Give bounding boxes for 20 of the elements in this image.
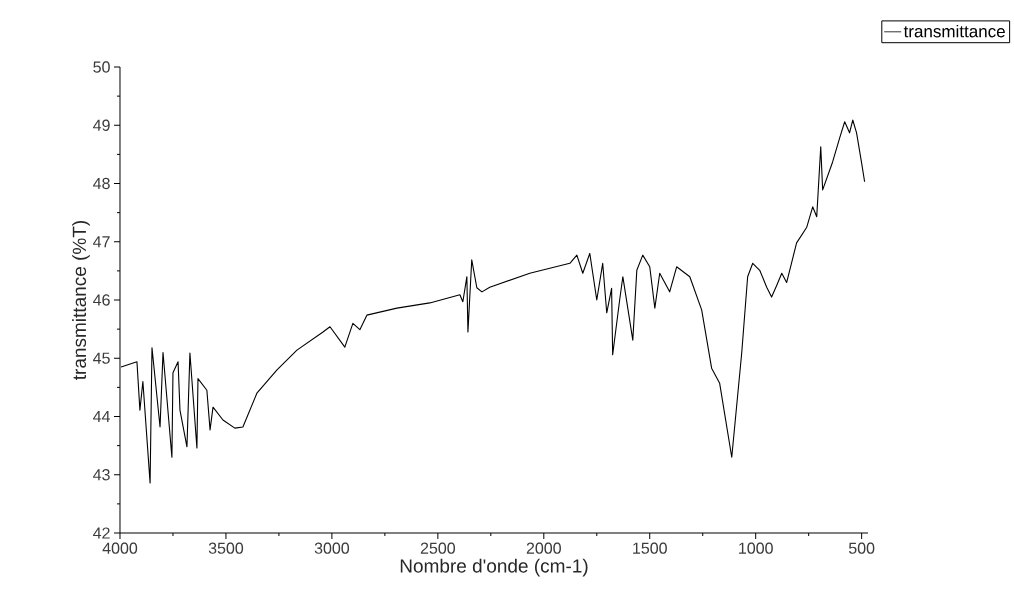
y-tick-label: 44 <box>93 410 111 422</box>
y-tick-label: 50 <box>93 61 110 73</box>
x-tick-label: 4000 <box>102 542 138 554</box>
x-tick-label: 500 <box>848 542 875 554</box>
x-tick-label: 2500 <box>420 542 456 554</box>
x-tick-label: 1000 <box>739 542 773 554</box>
y-tick-label: 45 <box>93 352 110 364</box>
x-tick-label: 1500 <box>633 542 667 554</box>
legend-label: transmittance <box>903 24 1005 38</box>
y-tick-label: 46 <box>93 294 110 306</box>
x-axis-title: Nombre d'onde (cm-1) <box>400 558 588 577</box>
y-tick-label: 48 <box>93 177 110 190</box>
x-tick-label: 3500 <box>208 542 244 554</box>
y-tick-label: 42 <box>93 527 110 539</box>
y-tick-label: 49 <box>93 119 110 131</box>
y-tick-label: 47 <box>93 236 110 248</box>
y-tick-label: 43 <box>93 469 110 481</box>
y-axis-title: transmittance (%T) <box>72 220 90 380</box>
x-tick-label: 3000 <box>314 542 350 554</box>
x-tick-label: 2000 <box>526 542 561 554</box>
